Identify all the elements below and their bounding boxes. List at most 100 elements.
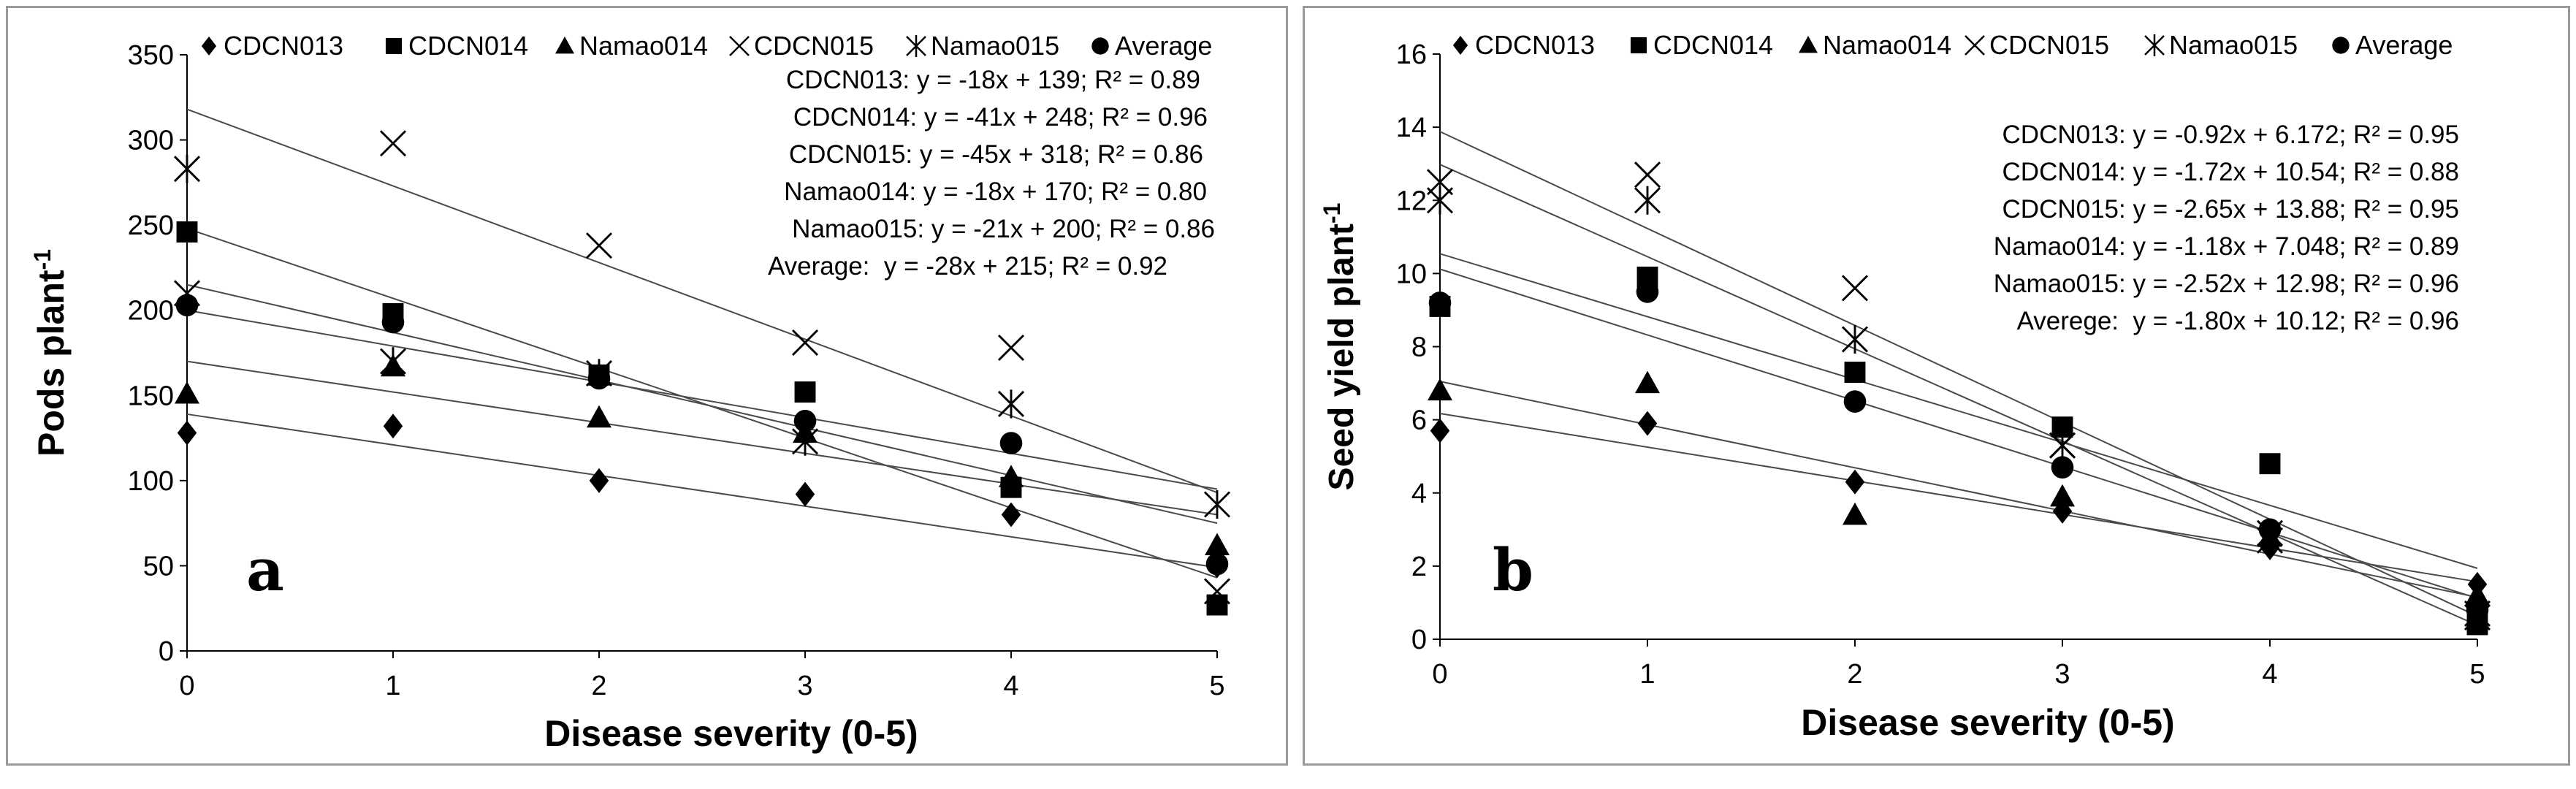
series-average [175,294,1229,576]
point-namao015 [1203,489,1231,519]
legend-marker-namao015 [906,35,926,57]
series-namao015 [1426,186,2491,632]
trendline-namao015 [1439,164,2478,626]
trendline-cdcn014 [1439,253,2478,569]
point-cdcn015-stroke [997,334,1025,362]
x-tick-label: 5 [1209,671,1224,701]
point-average [793,409,817,432]
y-tick-label: 16 [1396,39,1427,70]
trendline-namao014 [1439,381,2478,598]
x-axis-title: Disease severity (0-5) [1801,702,2174,743]
point-average [999,432,1023,454]
point-namao014 [2050,484,2075,507]
data-points [1426,161,2491,636]
legend-label-cdcn014: CDCN014 [408,31,528,61]
point-namao015-stroke [2049,431,2076,460]
y-tick-label: 12 [1396,186,1427,216]
point-namao015-stroke [1426,186,1454,215]
point-cdcn014 [1844,362,1866,383]
legend-label-average: Average [2355,30,2453,60]
trendline-cdcn013 [1439,413,2478,583]
legend-marker-average [2332,37,2350,54]
legend-marker-cdcn013 [201,37,217,56]
equation-5: Averege: y = -1.80x + 10.12; R² = 0.96 [2017,307,2459,335]
point-average [2051,456,2074,479]
trendline-namao015 [186,309,1218,490]
trendline-average [1439,268,2478,599]
legend-label-cdcn013: CDCN013 [224,31,343,61]
point-cdcn013 [1430,418,1450,443]
point-average [1428,291,1452,314]
trendline-cdcn015 [186,108,1218,494]
y-axis-title-superscript: -1 [29,249,56,270]
equation-3: Namao014: y = -18x + 170; R² = 0.80 [784,178,1207,206]
data-points [173,130,1231,616]
legend-label-namao015: Namao015 [931,31,1059,61]
equation-1: CDCN014: y = -1.72x + 10.54; R² = 0.88 [2003,158,2459,186]
x-axis-title: Disease severity (0-5) [544,713,918,754]
x-tick-label: 1 [1639,659,1655,690]
legend-marker-namao015 [2144,34,2165,56]
point-cdcn013 [795,481,815,507]
point-namao014 [999,465,1024,487]
y-tick-label: 200 [128,296,174,327]
equation-5: Average: y = -28x + 215; R² = 0.92 [768,252,1167,281]
legend-label-namao014: Namao014 [1823,30,1951,60]
point-cdcn015-stroke [791,329,819,357]
point-cdcn013 [1001,502,1021,527]
legend-label-cdcn013: CDCN013 [1475,30,1595,60]
point-cdcn013 [589,468,609,493]
point-namao015 [1634,186,1661,215]
x-tick-label: 3 [797,671,812,701]
trendline-cdcn013 [186,413,1218,568]
legend: CDCN013 CDCN014 Namao014 CDCN015 Namao015 Ave… [1452,30,2453,60]
trendline-namao014 [186,360,1218,516]
point-cdcn015-stroke [1634,161,1661,188]
point-namao015 [173,154,201,183]
panel-letter: a [246,535,284,604]
point-cdcn015 [997,334,1025,362]
point-namao015 [997,389,1025,419]
legend: CDCN013 CDCN014 Namao014 CDCN015 Namao015 Ave… [201,31,1212,61]
legend-label-namao015: Namao015 [2169,30,2298,60]
point-average [2258,518,2282,541]
point-average [2466,598,2489,622]
x-tick-label: 2 [1847,659,1862,690]
legend-label-average: Average [1115,31,1212,61]
x-tick-label: 0 [1432,659,1447,690]
legend-marker-namao014 [1799,36,1818,53]
point-namao014 [175,381,199,404]
y-tick-label: 150 [128,381,174,411]
legend-marker-cdcn015-stroke [1965,35,1985,56]
y-tick-label: 2 [1411,552,1427,582]
legend-marker-namao015-stroke [906,35,926,57]
y-tick-label: 250 [128,210,174,241]
point-namao015-stroke [1841,324,1869,354]
y-axis-title-superscript: -1 [1319,203,1345,224]
point-cdcn014 [176,221,198,243]
legend-marker-cdcn014 [1630,37,1647,54]
point-namao015-stroke [1203,489,1231,519]
point-namao015 [379,347,407,376]
equation-4: Namao015: y = -2.52x + 12.98; R² = 0.96 [1994,270,2459,298]
y-axis-title: Pods plant-1 [29,249,72,457]
x-tick-label: 2 [591,671,606,701]
point-cdcn015 [1841,275,1869,302]
trendline-average [186,283,1218,525]
equation-2: CDCN015: y = -45x + 318; R² = 0.86 [789,140,1203,169]
point-average [1205,552,1229,576]
y-tick-label: 6 [1411,405,1427,436]
point-cdcn015-stroke [1203,578,1231,605]
equation-4: Namao015: y = -21x + 200; R² = 0.86 [792,215,1215,243]
regression-equations: CDCN013: y = -18x + 139; R² = 0.89 CDCN01… [768,66,1215,281]
point-average [1636,281,1659,303]
point-average [175,294,199,317]
y-tick-label: 50 [143,551,174,582]
point-cdcn014 [794,381,816,403]
point-namao014 [1428,378,1452,401]
legend-marker-average [1091,37,1109,55]
x-tick-label: 5 [2469,659,2485,690]
x-tick-label: 0 [179,671,194,701]
series-average [1428,281,2489,622]
